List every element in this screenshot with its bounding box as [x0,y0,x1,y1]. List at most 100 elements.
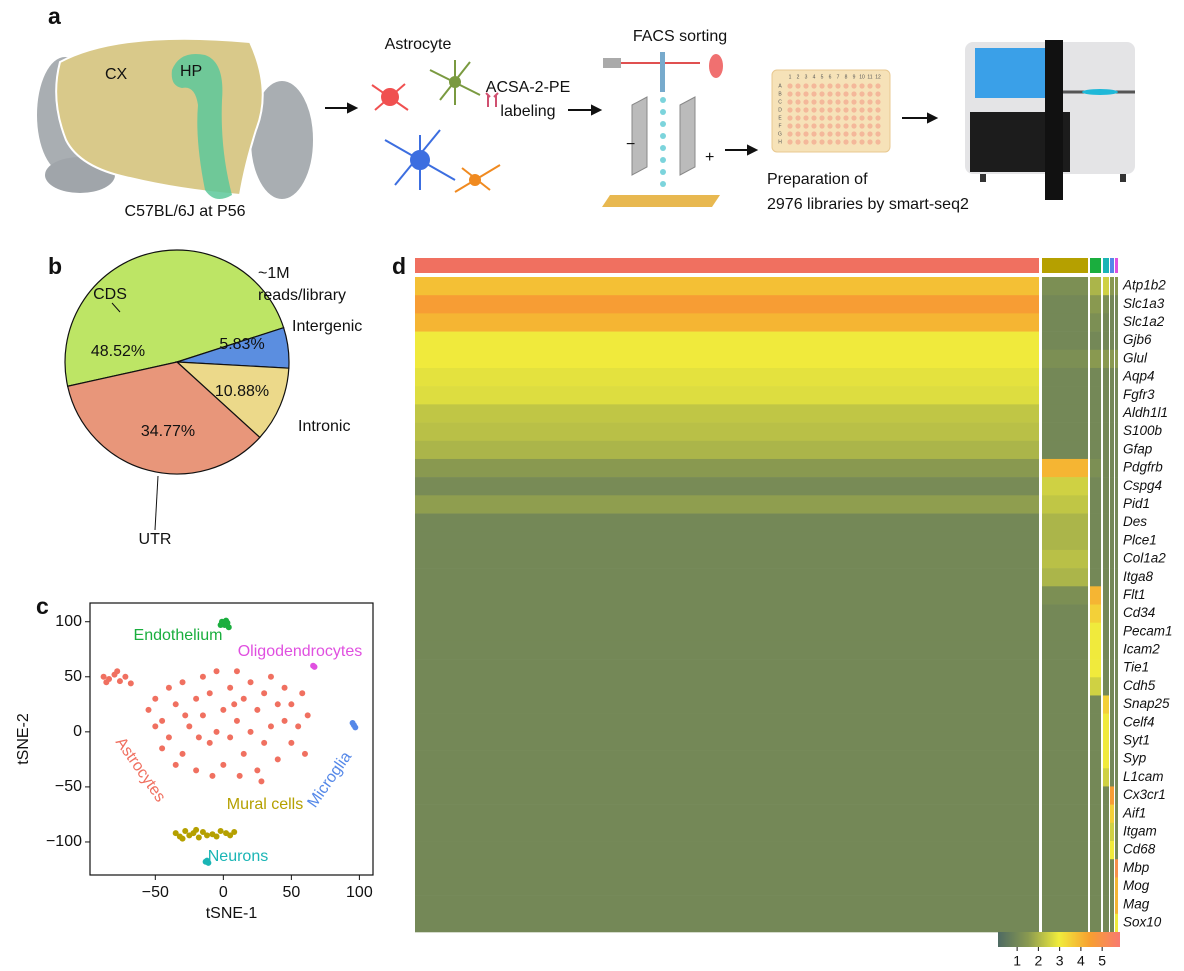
gene-label: Mag [1123,896,1150,911]
heat-cell [415,659,1039,678]
well [787,107,793,113]
heat-cell [415,495,1039,514]
point [274,756,281,763]
heat-cell [1103,768,1109,787]
heat-cell [1103,786,1109,805]
point [233,717,240,724]
heat-cell [1042,422,1088,442]
gene-label: Itgam [1123,823,1157,838]
brain: CX HP [37,37,315,201]
point [240,695,247,702]
heat-cell [1042,458,1088,478]
well [851,99,857,105]
well [803,115,809,121]
heat-cell [415,859,1039,878]
heat-cell [1103,295,1109,314]
heat-cell [1115,586,1118,605]
point [195,734,202,741]
well [875,131,881,137]
heat-cell [1103,604,1109,623]
heat-cell [415,531,1039,551]
well [867,139,873,145]
point [267,673,274,680]
heat-cell [1103,313,1109,332]
well [803,83,809,89]
heat-cell [1090,458,1101,478]
colorbar-label: 3 [1056,953,1064,969]
heat-cell [1042,604,1088,623]
heat-cell [1110,640,1114,660]
y-tick-label: −50 [55,778,82,795]
heat-cell [1115,859,1118,878]
heat-cell [1090,495,1101,514]
point [301,750,308,757]
point [127,680,134,687]
heat-cell [1103,586,1109,605]
plate-row: G [778,131,782,137]
well [827,115,833,121]
gene-label: Sox10 [1123,914,1162,929]
heat-cell [1090,640,1101,660]
heat-cell [1042,859,1088,878]
heat-cell [1090,750,1101,769]
well [819,107,825,113]
well [819,115,825,121]
well [867,107,873,113]
point [217,827,224,834]
heat-cell [1103,349,1109,369]
heat-cell [415,804,1039,824]
point [295,723,302,730]
heat-cell [1115,804,1118,824]
heat-cell [1115,313,1118,332]
group-bar [1090,258,1101,273]
well [843,107,849,113]
heat-cell [1110,422,1114,442]
y-tick-label: 0 [73,723,82,740]
well [827,99,833,105]
point [227,734,234,741]
well [867,99,873,105]
heat-cell [1042,695,1088,714]
gene-label: Snap25 [1123,696,1170,711]
point [223,617,230,624]
heat-cell [1115,367,1118,387]
well [811,99,817,105]
well [827,131,833,137]
heat-cell [1103,640,1109,660]
group-bar [1110,258,1114,273]
heat-cell [1115,913,1118,933]
heat-cell [1110,277,1114,296]
heat-cell [1115,440,1118,460]
plate-row: A [778,83,782,89]
pie-slice [175,361,290,439]
heat-cell [1110,659,1114,678]
heat-cell [1115,568,1118,587]
point [231,829,238,836]
heat-cell [1090,513,1101,533]
heat-cell [1042,404,1088,423]
well [859,83,865,89]
heat-cell [1115,277,1118,296]
plate-col: 8 [845,74,848,80]
heat-cell [1042,877,1088,896]
colorbar-label: 2 [1034,953,1042,969]
heat-cell [1103,549,1109,569]
brain-label: CX [105,66,128,83]
heat-cell [1103,750,1109,769]
well [875,115,881,121]
slice-name: UTR [139,531,172,548]
well [803,99,809,105]
heat-cell [1103,913,1109,933]
heat-cell [1103,440,1109,460]
heat-cell [1090,440,1101,460]
slice-name: CDS [93,286,127,303]
point [227,832,234,839]
heat-cell [1042,750,1088,769]
heat-cell [415,313,1039,332]
heat-cell [1110,622,1114,642]
heat-cell [1115,695,1118,714]
well [819,91,825,97]
well [803,107,809,113]
gene-label: Gfap [1123,441,1153,456]
heat-cell [415,768,1039,787]
